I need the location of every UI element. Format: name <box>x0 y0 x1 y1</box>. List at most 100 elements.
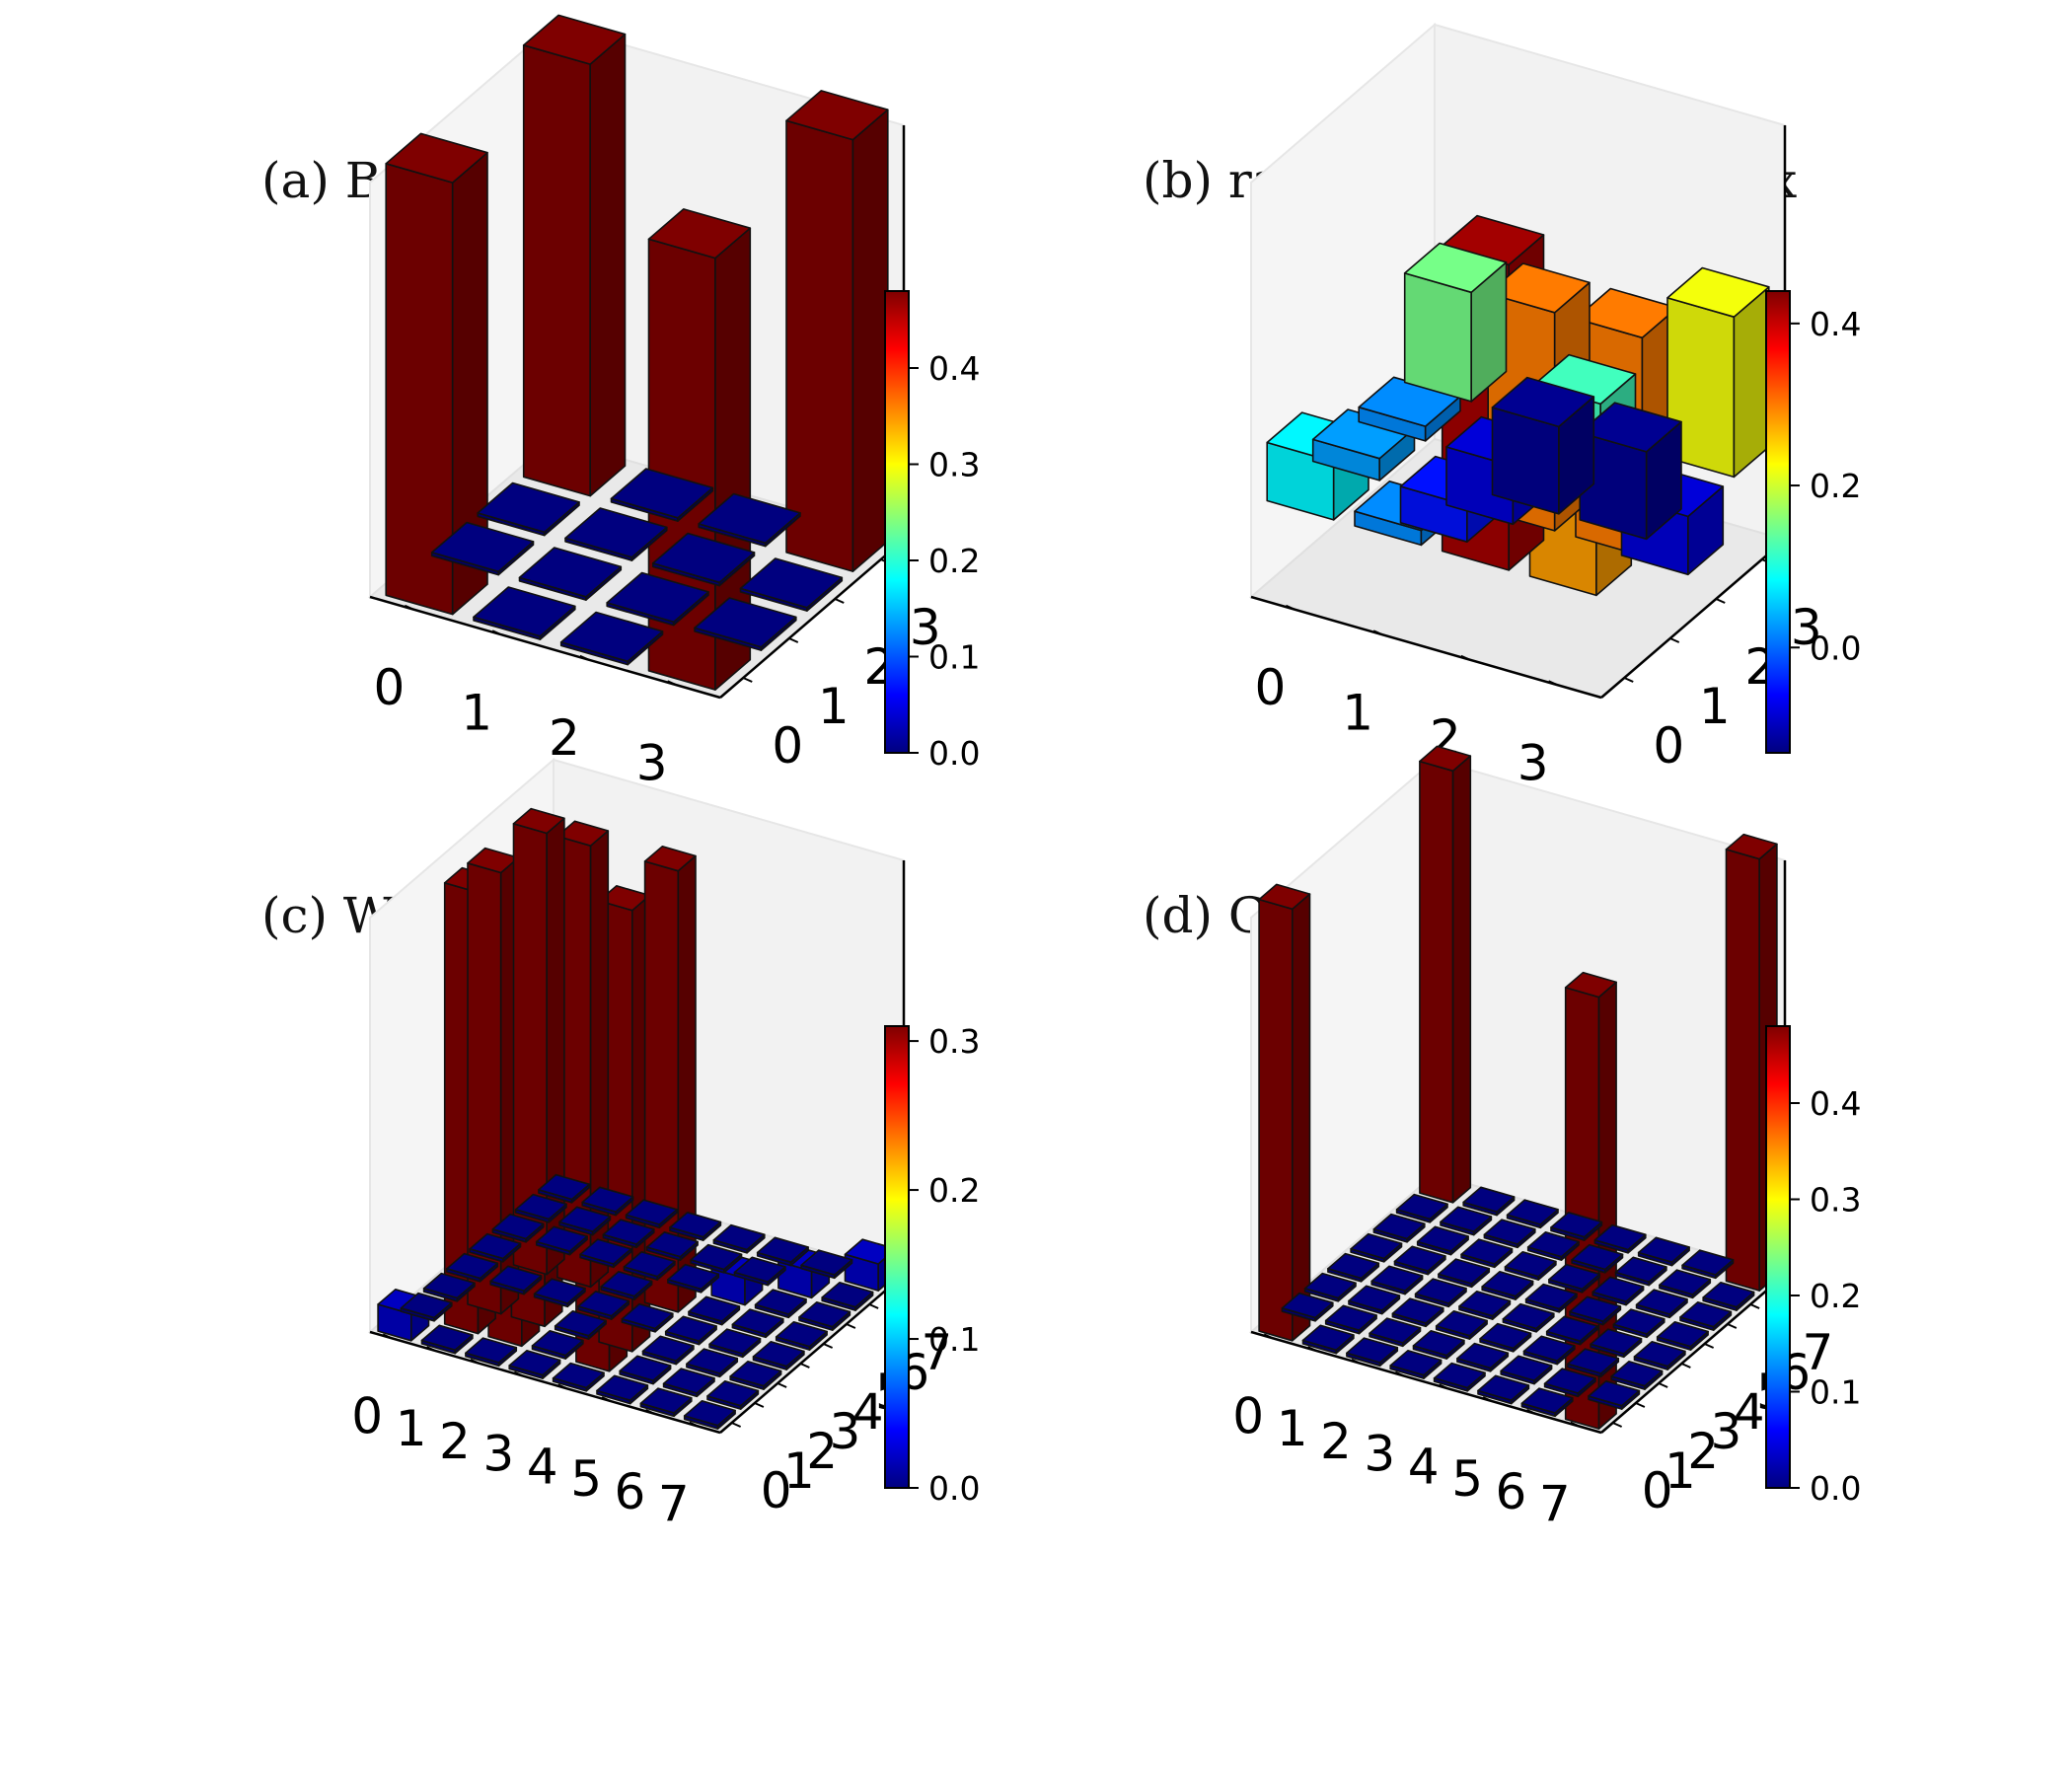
bar-r3-c4 <box>1502 1302 1555 1333</box>
x-axis-line <box>1250 1330 1602 1435</box>
x-tick-mark <box>1460 654 1471 661</box>
bar-r3-c1 <box>1491 376 1595 515</box>
x-tick-label: 3 <box>482 1426 514 1483</box>
bar-r5-c3 <box>1504 1250 1557 1281</box>
bar-r5-c7 <box>1679 1300 1733 1331</box>
bar-r1-c5 <box>619 1355 672 1385</box>
bar-r7-c1 <box>581 1186 634 1217</box>
colorbar-tick-label: 0.2 <box>1810 467 1861 505</box>
bar-r4-c5 <box>1569 1295 1622 1326</box>
x-tick-mark <box>382 1333 393 1340</box>
y-axis-line <box>719 1274 905 1434</box>
x-tick-label: 1 <box>461 684 492 741</box>
x-tick-mark <box>579 654 590 661</box>
colorbar-tick-label: 0.0 <box>1810 1469 1861 1508</box>
bar-r0-c1 <box>473 586 576 640</box>
bar-r5-c1 <box>1416 1225 1469 1256</box>
x-tick-label: 1 <box>396 1400 427 1457</box>
bar-r1-c0 <box>400 1292 453 1322</box>
bar-r3-c0 <box>522 14 627 497</box>
bar-r5-c1 <box>535 1225 588 1256</box>
bar-r0-c5 <box>1477 1374 1530 1405</box>
bar-r0-c5 <box>596 1374 649 1405</box>
colorbar-tick-label: 0.4 <box>1810 1084 1861 1123</box>
y-tick-label: 1 <box>1665 1443 1696 1500</box>
bar-r2-c6 <box>686 1348 739 1378</box>
bar-r7-c5 <box>756 1236 809 1267</box>
x-tick-mark <box>1482 1396 1493 1403</box>
x-tick-mark <box>601 1396 612 1403</box>
bar-r5-c0 <box>1372 1213 1426 1243</box>
bar-r5-c7 <box>798 1300 851 1331</box>
bar-r5-c2 <box>579 1238 632 1269</box>
bar-r2-c3 <box>739 557 844 612</box>
bar-r2-c7 <box>729 1360 782 1390</box>
x-tick-label: 3 <box>636 734 668 791</box>
y-tick-label: 3 <box>910 599 941 656</box>
x-tick-label: 0 <box>1254 659 1286 716</box>
x-tick-mark <box>513 1370 524 1377</box>
bar-r4-c0 <box>469 1232 522 1263</box>
y-axis-line <box>1600 539 1786 699</box>
bar-r1-c7 <box>1588 1379 1641 1410</box>
panel-d-colorbar: 0.0 0.1 0.2 0.3 0.4 <box>1765 1025 1861 1508</box>
x-tick-label: 6 <box>1495 1463 1526 1520</box>
x-tick-label: 2 <box>1320 1413 1352 1470</box>
bar-r1-c6 <box>662 1368 715 1398</box>
y-tick-label: 3 <box>829 1403 860 1460</box>
y-tick-mark <box>868 1303 879 1309</box>
bar-r2-c5 <box>641 1335 695 1366</box>
colorbar-tick-label: 0.3 <box>1810 1181 1861 1220</box>
x-tick-mark <box>557 1383 568 1390</box>
bar-r4-c1 <box>512 807 565 1276</box>
y-tick-mark <box>754 1402 765 1408</box>
bar-r7-c0 <box>538 1173 591 1204</box>
bar-r0-c0 <box>1258 883 1311 1342</box>
bar-r3-c2 <box>1579 402 1682 541</box>
bar-r0-c3 <box>1389 1349 1443 1379</box>
x-tick-label: 0 <box>1232 1387 1264 1444</box>
bar-r3-c3 <box>785 90 889 572</box>
bar-r3-c1 <box>489 1265 543 1295</box>
y-tick-mark <box>1635 1402 1646 1408</box>
colorbar-gradient <box>1765 290 1791 754</box>
bar-r2-c2 <box>1391 1297 1444 1328</box>
y-tick-mark <box>731 1422 742 1428</box>
colorbar-tick-label: 0.3 <box>928 446 980 484</box>
x-tick-label: 3 <box>1364 1426 1395 1483</box>
bar-r1-c3 <box>694 597 797 651</box>
bar-r6-c2 <box>1483 1219 1536 1249</box>
y-tick-label: 2 <box>1687 1423 1719 1480</box>
x-tick-mark <box>1394 1370 1405 1377</box>
bar-r7-c1 <box>1462 1186 1516 1217</box>
bar-r2-c1 <box>564 507 668 561</box>
bar-r6-c3 <box>645 1230 699 1261</box>
bar-r3-c1 <box>610 468 714 522</box>
colorbar-tick-label: 0.0 <box>928 734 980 773</box>
bar-r7-c3 <box>1550 1211 1603 1241</box>
bar-r4-c6 <box>731 1308 784 1339</box>
bar-r4-c3 <box>1481 1270 1534 1300</box>
x-tick-label: 5 <box>1451 1450 1483 1508</box>
bar-r6-c1 <box>558 1206 612 1236</box>
y-tick-mark <box>742 677 753 683</box>
bar-r6-c0 <box>1395 1193 1448 1223</box>
bar-r0-c2 <box>465 1337 518 1368</box>
y-tick-mark <box>834 598 845 604</box>
bar-r7-c6 <box>1681 1249 1735 1280</box>
y-tick-mark <box>788 637 799 643</box>
x-tick-mark <box>426 1346 436 1353</box>
bar-r4-c7 <box>775 1320 828 1351</box>
bar-r3-c6 <box>708 1328 762 1359</box>
colorbar-gradient <box>884 290 910 754</box>
bar-r2-c3 <box>554 1309 607 1340</box>
y-axis-line <box>1600 1274 1786 1434</box>
colorbar-tick-label: 0.0 <box>1810 629 1861 667</box>
colorbar-tick-label: 0.1 <box>1810 1373 1861 1412</box>
bar-r1-c7 <box>706 1379 760 1410</box>
y-tick-label: 4 <box>1734 1383 1765 1441</box>
bar-r5-c0 <box>491 1213 545 1243</box>
bar-r1-c2 <box>1369 1317 1422 1348</box>
bar-r1-c0 <box>430 521 535 576</box>
